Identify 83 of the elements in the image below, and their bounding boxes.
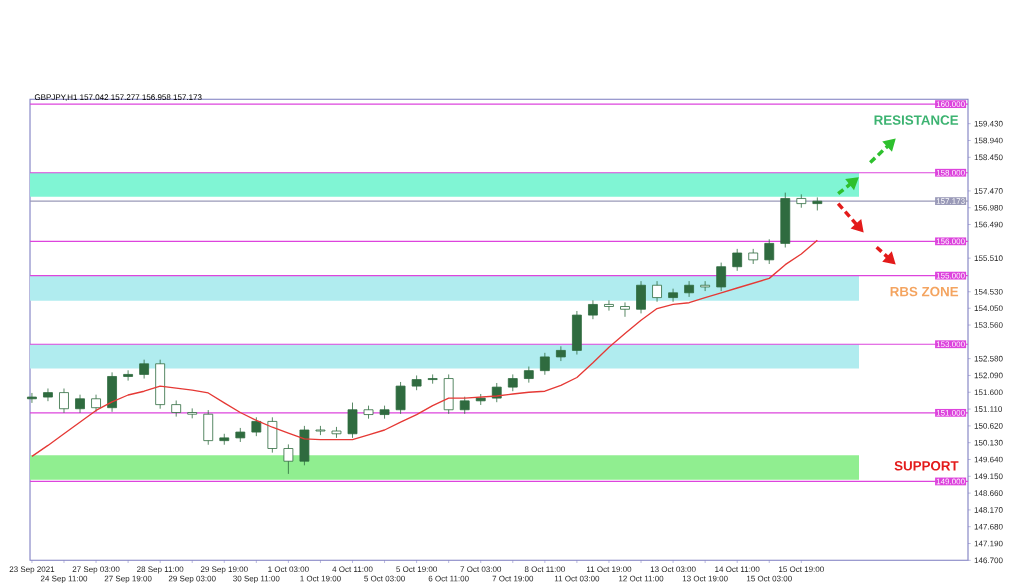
candlestick: [652, 280, 662, 303]
y-tick-label: 149.640: [974, 456, 1003, 463]
x-tick-label: 24 Sep 11:00: [40, 575, 88, 583]
y-tick-label: 147.190: [974, 540, 1003, 547]
y-tick-label: 154.050: [974, 305, 1003, 312]
y-tick-label: 151.110: [974, 406, 1003, 412]
ref-line-label: 157.173: [936, 198, 965, 204]
candlestick: [764, 238, 775, 265]
y-tick-label: 158.450: [974, 154, 1003, 161]
x-tick-label: 23 Sep 2021: [9, 566, 55, 574]
y-tick-label: 151.600: [974, 389, 1003, 396]
x-tick-label: 11 Oct 19:00: [586, 566, 632, 573]
candlestick: [59, 388, 69, 414]
candlestick: [620, 301, 630, 318]
x-tick-label: 1 Oct 03:00: [268, 566, 309, 573]
candlestick: [716, 262, 727, 292]
x-tick-label: 29 Sep 03:00: [168, 575, 216, 583]
x-tick-label: 30 Sep 11:00: [233, 575, 280, 583]
candlestick: [604, 299, 614, 312]
y-tick-label: 152.090: [974, 372, 1003, 379]
candlestick: [700, 280, 711, 292]
y-tick-label: 158.940: [974, 137, 1003, 144]
x-tick-label: 5 Oct 19:00: [396, 566, 437, 573]
candlestick: [75, 394, 85, 414]
text: RBS ZONE: [890, 286, 959, 297]
ref-line-label: 160.000: [936, 101, 965, 107]
ref-line-label: 158.000: [936, 169, 965, 176]
candlestick: [283, 444, 294, 475]
ref-line-label: 151.000: [936, 410, 965, 416]
candlestick: [539, 352, 550, 376]
y-tick-label: 152.580: [974, 355, 1003, 362]
x-tick-label: 7 Oct 03:00: [460, 566, 502, 573]
x-tick-label: 27 Sep 19:00: [104, 575, 152, 583]
candlestick: [251, 416, 262, 437]
ref-line-label: 156.000: [936, 238, 965, 245]
text: SUPPORT: [894, 461, 959, 471]
text: RESISTANCE: [874, 115, 959, 125]
x-tick-label: 5 Oct 03:00: [364, 575, 405, 582]
candlestick: [123, 369, 133, 381]
x-tick-label: 8 Oct 11:00: [524, 566, 565, 573]
candlestick: [684, 280, 694, 298]
y-tick-label: 150.620: [974, 423, 1003, 429]
y-tick-label: 156.980: [974, 204, 1003, 211]
y-tick-label: 159.430: [974, 120, 1003, 127]
y-tick-label: 156.490: [974, 221, 1003, 228]
y-tick-label: 147.680: [974, 523, 1003, 530]
candlestick: [812, 197, 823, 211]
candlestick: [732, 248, 743, 272]
candlestick: [668, 288, 678, 303]
candlestick: [427, 374, 438, 385]
x-tick-label: 29 Sep 19:00: [200, 566, 248, 574]
x-tick-label: 1 Oct 19:00: [300, 575, 341, 582]
y-tick-label: 154.530: [974, 288, 1003, 295]
x-tick-label: 12 Oct 11:00: [619, 575, 664, 582]
candlestick: [555, 345, 566, 362]
y-tick-label: 148.660: [974, 490, 1003, 496]
y-tick-label: 149.150: [974, 473, 1003, 480]
y-tick-label: 150.130: [974, 439, 1003, 446]
candlestick: [395, 381, 406, 415]
x-tick-label: 13 Oct 03:00: [650, 566, 696, 573]
x-tick-label: 6 Oct 11:00: [428, 575, 469, 582]
x-tick-label: 4 Oct 11:00: [332, 566, 373, 573]
candlestick: [139, 359, 150, 379]
candlestick: [43, 388, 53, 402]
y-tick-label: 157.470: [974, 188, 1003, 194]
x-tick-label: 11 Oct 03:00: [554, 575, 600, 582]
candlestick: [27, 392, 37, 404]
ref-line-label: 153.000: [936, 341, 965, 348]
candlestick: [588, 299, 598, 320]
x-tick-label: 7 Oct 19:00: [492, 575, 534, 582]
y-tick-label: 146.700: [974, 557, 1003, 564]
y-tick-label: 148.170: [974, 507, 1003, 513]
x-tick-label: 13 Oct 19:00: [682, 575, 728, 582]
x-tick-label: 14 Oct 11:00: [715, 566, 760, 573]
ref-line-label: 155.000: [936, 272, 965, 279]
x-tick-label: 28 Sep 11:00: [137, 566, 184, 574]
chart-title: GBPJPY,H1 157.042 157.277 156.958 157.173: [34, 94, 202, 101]
x-tick-label: 15 Oct 19:00: [779, 566, 824, 573]
x-tick-label: 15 Oct 03:00: [746, 575, 792, 582]
y-tick-label: 153.560: [974, 322, 1003, 328]
x-tick-label: 27 Sep 03:00: [72, 566, 120, 574]
y-tick-label: 155.510: [974, 255, 1003, 261]
ref-line-label: 149.000: [936, 478, 965, 485]
